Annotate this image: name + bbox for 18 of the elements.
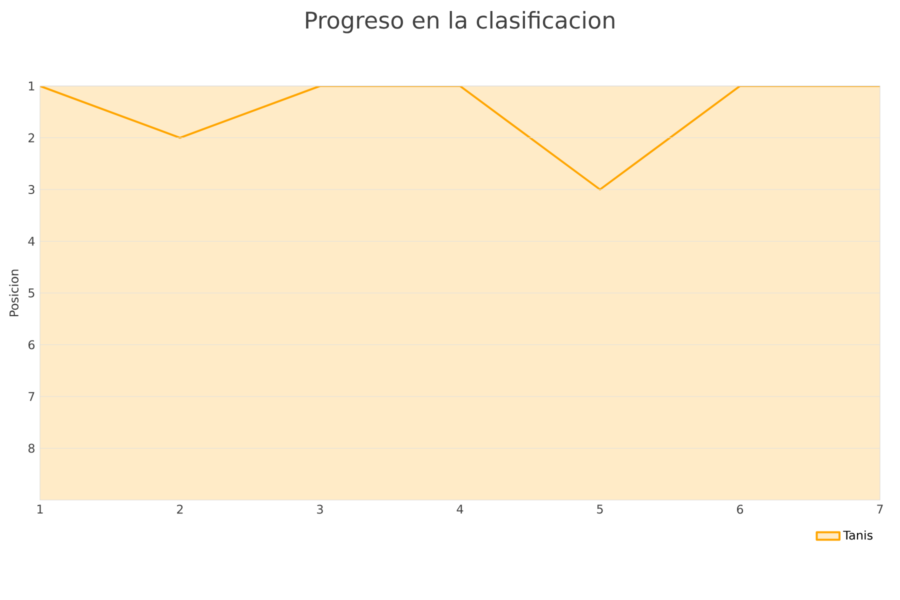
x-tick-label: 3 — [317, 504, 323, 514]
x-tick-label: 2 — [177, 504, 183, 514]
x-tick-label: 6 — [737, 504, 744, 514]
legend-label: Tanis — [843, 530, 872, 540]
x-tick-label: 1 — [38, 504, 43, 514]
y-tick-label: 1 — [28, 82, 34, 90]
x-tick-label: 4 — [456, 504, 464, 514]
y-tick-label: 4 — [28, 236, 35, 246]
y-tick-label: 8 — [28, 444, 34, 453]
y-tick-label: 7 — [28, 392, 34, 401]
y-tick-label: 2 — [28, 133, 34, 142]
x-tick-label: 5 — [597, 504, 603, 514]
x-tick-label: 7 — [877, 504, 883, 514]
y-tick-label: 6 — [28, 340, 35, 350]
y-axis-title: Posicion — [9, 270, 18, 316]
y-tick-label: 5 — [28, 288, 34, 298]
chart-title: Progreso en la clasificacion — [306, 10, 614, 34]
y-tick-label: 3 — [28, 184, 34, 194]
